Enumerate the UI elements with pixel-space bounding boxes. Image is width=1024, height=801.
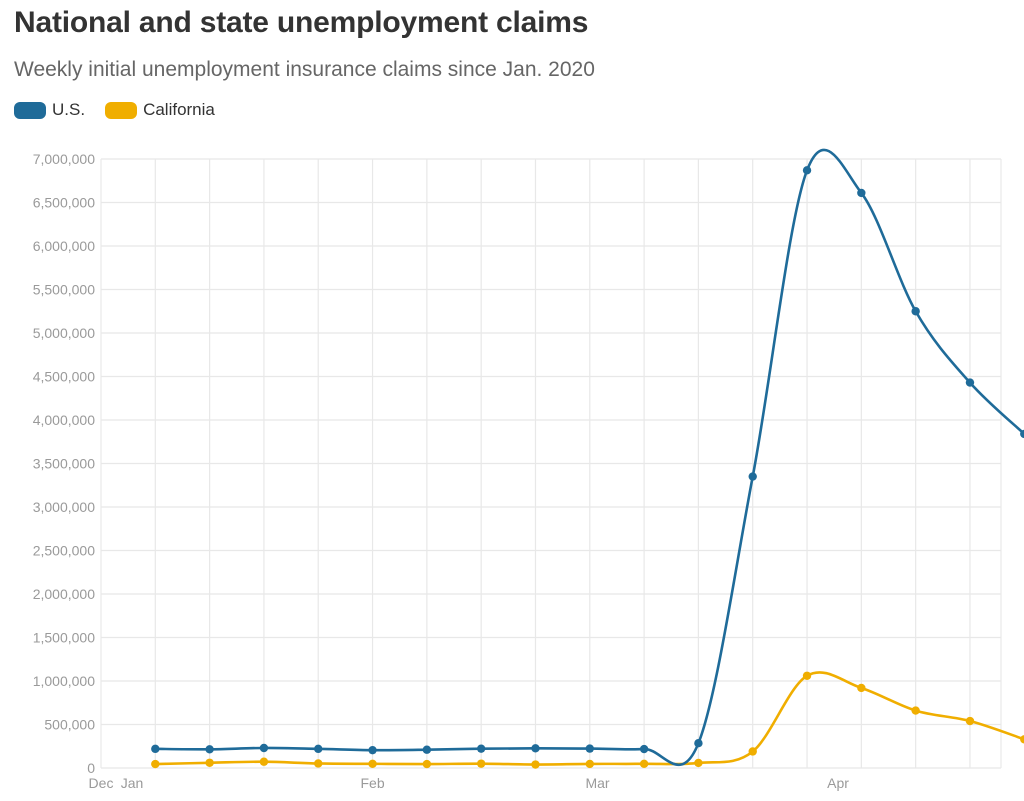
x-tick-label: Feb (360, 775, 384, 791)
data-point-california (585, 759, 594, 769)
legend-swatch-us (14, 101, 46, 119)
y-tick-label: 1,500,000 (33, 630, 95, 646)
legend-label-us: U.S. (52, 100, 86, 119)
y-tick-label: 4,500,000 (33, 369, 95, 385)
data-point-california (911, 706, 920, 715)
y-tick-label: 5,000,000 (33, 325, 95, 341)
data-point-u-s (368, 745, 377, 755)
data-point-california (965, 716, 975, 726)
y-tick-label: 0 (87, 760, 95, 776)
data-point-u-s (694, 739, 703, 748)
data-point-u-s (1020, 429, 1024, 439)
data-point-california (857, 683, 866, 693)
y-tick-label: 6,500,000 (33, 195, 95, 211)
data-point-california (748, 747, 757, 756)
chart-subtitle: Weekly initial unemployment insurance cl… (14, 58, 595, 81)
data-point-u-s (422, 745, 432, 754)
data-point-u-s (802, 166, 812, 175)
data-point-california (368, 759, 377, 769)
chart-title: National and state unemployment claims (14, 6, 589, 39)
series-line-u-s (154, 148, 1024, 767)
x-tick-label: Dec (89, 775, 114, 791)
data-point-u-s (314, 744, 323, 754)
data-point-california (151, 759, 160, 769)
data-point-california (802, 671, 812, 680)
x-tick-label: Apr (827, 775, 849, 791)
data-point-u-s (151, 744, 160, 754)
data-point-u-s (639, 744, 649, 754)
y-tick-label: 3,000,000 (33, 499, 95, 515)
y-tick-label: 5,500,000 (33, 282, 95, 298)
data-point-california (205, 758, 214, 767)
x-tick-label: Jan (121, 775, 144, 791)
data-point-u-s (857, 188, 866, 198)
data-point-u-s (259, 743, 269, 753)
y-tick-label: 2,500,000 (33, 543, 95, 559)
data-point-u-s (531, 744, 540, 753)
data-point-california (639, 759, 649, 769)
data-point-california (694, 758, 703, 768)
y-tick-label: 3,500,000 (33, 456, 95, 472)
y-tick-label: 6,000,000 (33, 238, 95, 254)
data-point-california (476, 759, 486, 768)
data-point-california (531, 760, 540, 769)
legend: U.S. California (14, 100, 235, 120)
data-point-u-s (748, 472, 757, 481)
legend-label-california: California (143, 100, 215, 119)
data-point-u-s (476, 744, 486, 753)
data-point-california (1020, 735, 1024, 744)
data-point-california (314, 759, 323, 768)
data-point-u-s (911, 307, 920, 316)
y-tick-label: 1,000,000 (33, 673, 95, 689)
y-tick-label: 2,000,000 (33, 586, 95, 602)
legend-swatch-california (105, 101, 138, 119)
data-point-california (422, 759, 432, 769)
legend-item-us[interactable]: U.S. (14, 100, 85, 120)
data-point-california (259, 757, 269, 766)
data-point-u-s (965, 378, 975, 387)
y-tick-label: 500,000 (44, 717, 95, 733)
legend-item-california[interactable]: California (105, 100, 215, 120)
data-point-u-s (585, 744, 594, 753)
y-tick-label: 7,000,000 (33, 151, 95, 167)
x-tick-label: Mar (585, 775, 609, 791)
data-point-u-s (205, 745, 214, 754)
y-tick-label: 4,000,000 (33, 412, 95, 428)
